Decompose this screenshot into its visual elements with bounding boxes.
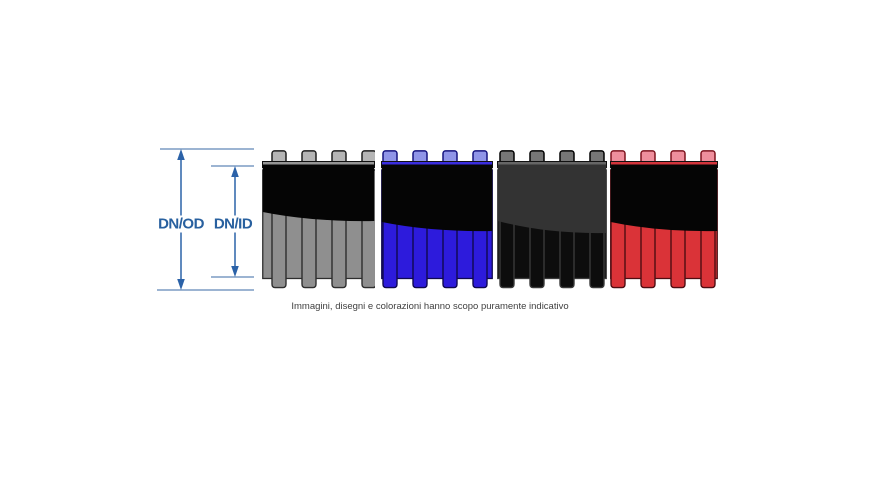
tube-black-illustration: [497, 150, 607, 289]
extension-lines: [157, 148, 254, 291]
tube-gray-illustration: [262, 150, 375, 289]
tube-blue-illustration: [381, 150, 493, 289]
dimension-label-od: DN/OD: [156, 215, 206, 233]
disclaimer-caption: Immagini, disegni e colorazioni hanno sc…: [291, 301, 569, 312]
dimension-label-id: DN/ID: [211, 215, 255, 233]
tube-red-illustration: [610, 150, 718, 289]
